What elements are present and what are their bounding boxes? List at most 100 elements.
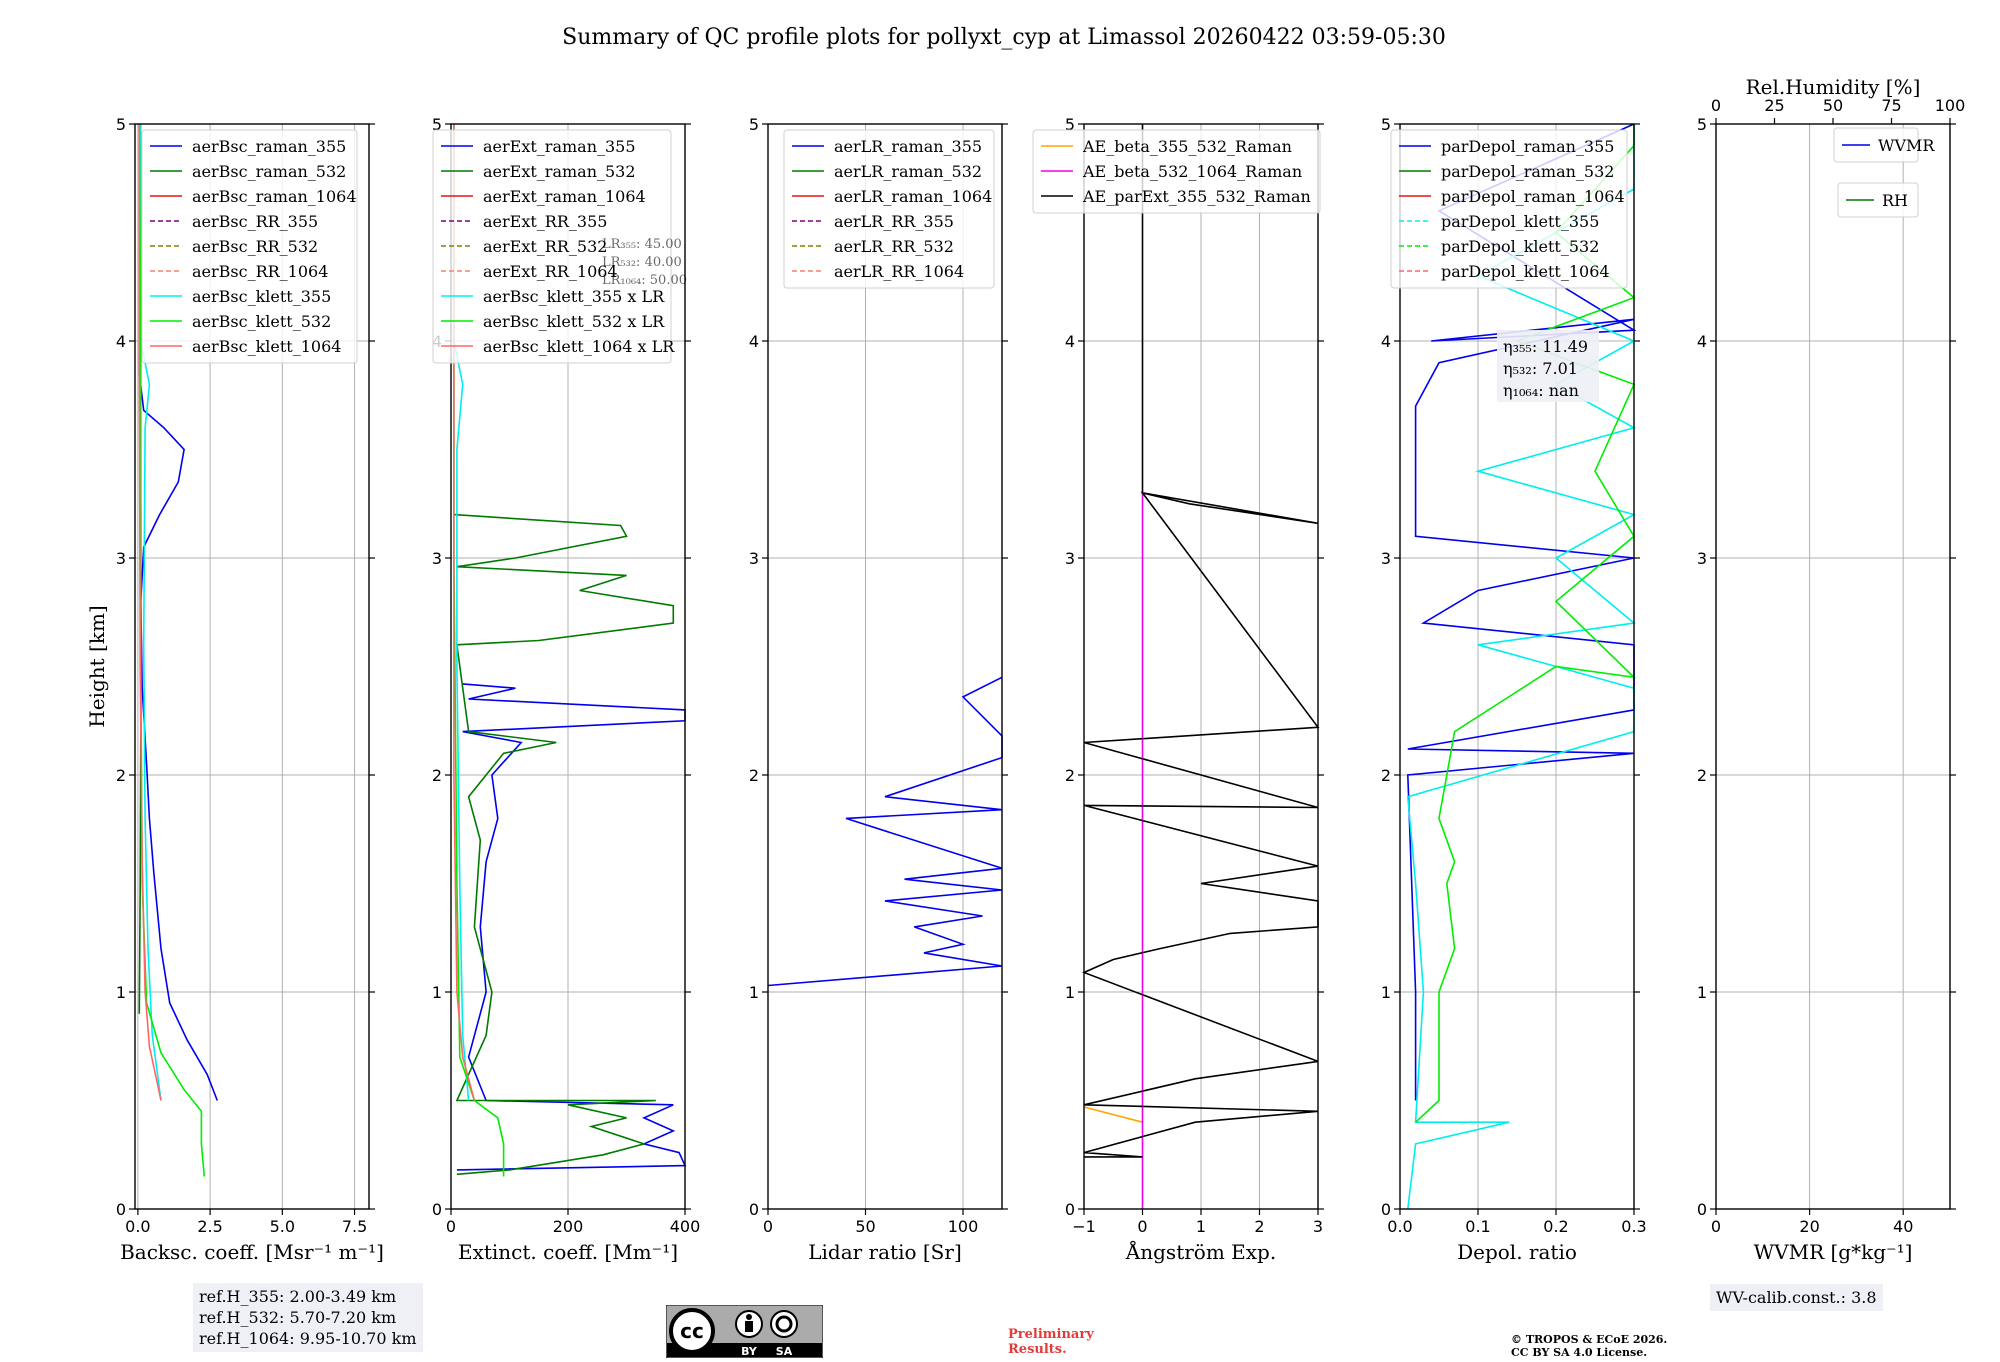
- x-tick-label: 400: [670, 1217, 701, 1236]
- legend-entry: WVMR: [1878, 136, 1935, 155]
- ref-h-532: ref.H_532: 5.70-7.20 km: [199, 1308, 397, 1327]
- legend-entry: AE_beta_355_532_Raman: [1082, 137, 1292, 156]
- panel-extinction: 0200400012345Extinct. coeff. [Mm⁻¹]aerEx…: [432, 115, 700, 1264]
- plot-frame: [1399, 123, 1635, 1210]
- panel-lidar_ratio: 0 50 100 0 1 2 3 4 5 Lidar ratio [Sr] aerLR_raman_…: [749, 115, 1008, 1264]
- series-aerExt_raman_355: [456, 683, 687, 1171]
- y-tick-label: 2: [432, 766, 442, 785]
- x-tick-label: 20: [1799, 1217, 1819, 1236]
- legend-entry: aerBsc_RR_532: [192, 237, 318, 256]
- panel-wvmr: 0 20 40 0 1 2 3 4 5 WVMR [g*kg⁻¹] 0 25 50 75 100 Rel.Hu…: [1697, 75, 1965, 1264]
- y-tick-label: 3: [749, 549, 759, 568]
- y-tick-label: 4: [116, 332, 126, 351]
- plot-frame: [1715, 123, 1951, 1210]
- legend-entry: aerExt_RR_1064: [483, 262, 618, 281]
- series-aerExt_raman_532: [453, 513, 675, 1176]
- x-tick-label: 0: [763, 1217, 773, 1236]
- x-tick-label: 0.2: [1543, 1217, 1568, 1236]
- x-tick-label: 3: [1313, 1217, 1323, 1236]
- legend-entry: aerBsc_klett_532 x LR: [483, 312, 665, 331]
- legend-entry: aerBsc_raman_355: [192, 137, 346, 156]
- legend-entry: aerExt_raman_355: [483, 137, 636, 156]
- legend: aerLR_raman_355 aerLR_raman_532 aerLR_rama…: [783, 129, 995, 289]
- preliminary-results-note: Preliminary Results.: [1008, 1327, 1094, 1357]
- legend-entry: parDepol_raman_355: [1441, 137, 1614, 156]
- top-x-tick-label: 25: [1764, 96, 1784, 115]
- series-parDepol_klett_355: [1406, 124, 1637, 1210]
- x-tick-label: 0: [1711, 1217, 1721, 1236]
- legend-entry: aerExt_RR_532: [483, 237, 607, 256]
- x-tick-label: 0.3: [1621, 1217, 1646, 1236]
- x-tick-label: 0.0: [1387, 1217, 1412, 1236]
- x-axis-label: Lidar ratio [Sr]: [808, 1240, 962, 1264]
- legend-entry: parDepol_klett_355: [1441, 212, 1599, 231]
- sa-share-icon: [770, 1310, 798, 1338]
- x-tick-label: 40: [1893, 1217, 1913, 1236]
- legend-entry: aerBsc_klett_1064: [192, 337, 341, 356]
- legend-rh: RH: [1837, 182, 1919, 218]
- legend: parDepol_raman_355 parDepol_raman_532 parD…: [1390, 129, 1628, 289]
- legend-entry: AE_parExt_355_532_Raman: [1082, 187, 1311, 206]
- y-axis-label: Height [km]: [85, 605, 109, 727]
- y-tick-label: 0: [1697, 1200, 1707, 1219]
- legend-entry: aerLR_RR_355: [834, 212, 954, 231]
- legend-entry: aerBsc_RR_355: [192, 212, 318, 231]
- svg-text:BY: BY: [741, 1345, 758, 1358]
- eta-annotation: η₃₅₅: 11.49: [1503, 337, 1588, 356]
- x-tick-label: 7.5: [342, 1217, 367, 1236]
- lr-annotation: LR₃₅₅: 45.00: [602, 237, 682, 252]
- y-tick-label: 3: [1381, 549, 1391, 568]
- legend: aerBsc_raman_355 aerBsc_raman_532 aerBsc_r…: [141, 129, 358, 364]
- cc-license-badge: cc BY SA: [665, 1304, 824, 1359]
- y-tick-label: 5: [1065, 115, 1075, 134]
- y-tick-label: 1: [1065, 983, 1075, 1002]
- legend-entry: aerBsc_klett_355: [192, 287, 331, 306]
- cc-icon: [669, 1308, 715, 1354]
- y-tick-label: 0: [432, 1200, 442, 1219]
- eta-annotation-box: η₃₅₅: 11.49 η₅₃₂: 7.01 η₁₀₆₄: nan: [1497, 330, 1599, 402]
- y-tick-label: 3: [116, 549, 126, 568]
- x-axis-label: Extinct. coeff. [Mm⁻¹]: [458, 1240, 678, 1264]
- eta-annotation: η₅₃₂: 7.01: [1503, 359, 1578, 378]
- plot-frame: [134, 123, 370, 1210]
- legend-entry: aerExt_RR_355: [483, 212, 607, 231]
- legend: aerExt_raman_355 aerExt_raman_532 aerExt_r…: [432, 129, 675, 364]
- series-aerBsc_klett_1064 x LR: [453, 124, 476, 1101]
- y-tick-label: 0: [116, 1200, 126, 1219]
- top-x-tick-label: 0: [1711, 96, 1721, 115]
- legend-entry: parDepol_raman_532: [1441, 162, 1614, 181]
- panel-backscatter: 0.0 2.5 5.0 7.5 0 1 2 3 4 5 Backsc. coeff. [Msr⁻¹ …: [85, 115, 384, 1264]
- legend-entry: aerLR_raman_1064: [834, 187, 992, 206]
- wv-calibration-box: WV-calib.const.: 3.8: [1710, 1284, 1883, 1311]
- legend-entry: aerLR_RR_532: [834, 237, 954, 256]
- x-tick-label: 2.5: [197, 1217, 222, 1236]
- y-tick-label: 5: [116, 115, 126, 134]
- plot-frame: [767, 123, 1003, 1210]
- y-tick-label: 2: [1065, 766, 1075, 785]
- legend-entry: aerExt_raman_1064: [483, 187, 646, 206]
- series-parDepol_raman_355: [1406, 123, 1637, 1101]
- svg-text:cc: cc: [680, 1319, 704, 1343]
- y-tick-label: 1: [432, 983, 442, 1002]
- y-tick-label: 3: [1697, 549, 1707, 568]
- x-axis-label: WVMR [g*kg⁻¹]: [1754, 1240, 1913, 1264]
- lr-annotation: LR₅₃₂: 40.00: [602, 255, 682, 270]
- y-tick-label: 1: [116, 983, 126, 1002]
- y-tick-label: 1: [749, 983, 759, 1002]
- y-tick-label: 5: [1697, 115, 1707, 134]
- legend-entry: aerLR_RR_1064: [834, 262, 964, 281]
- x-axis-label: Ångström Exp.: [1125, 1239, 1276, 1264]
- series-parDepol_klett_532: [1415, 124, 1637, 1123]
- legend-entry: aerBsc_klett_1064 x LR: [483, 337, 675, 356]
- panel-depol: 0.0 0.1 0.2 0.3 0 1 2 3 4 5 Depol. ratio parDepol_r…: [1381, 115, 1647, 1264]
- legend-entry: AE_beta_532_1064_Raman: [1082, 162, 1302, 181]
- y-tick-label: 4: [1697, 332, 1707, 351]
- series-aerLR_raman_355: [767, 676, 1003, 987]
- top-x-tick-label: 100: [1935, 96, 1966, 115]
- x-tick-label: 5.0: [270, 1217, 295, 1236]
- top-x-axis-label: Rel.Humidity [%]: [1746, 75, 1921, 99]
- legend-entry: aerLR_raman_532: [834, 162, 982, 181]
- legend-entry: aerExt_raman_532: [483, 162, 636, 181]
